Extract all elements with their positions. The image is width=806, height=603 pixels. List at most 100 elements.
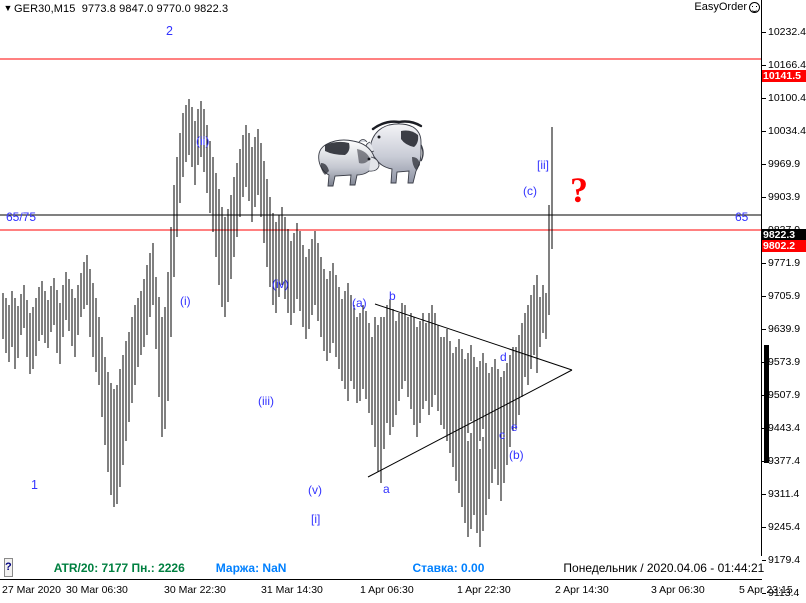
time-scale[interactable]: 27 Mar 2020 30 Mar 06:30 30 Mar 22:30 31 Ma… xyxy=(0,582,793,603)
wave-d-label: d xyxy=(500,350,507,364)
time-tick-label: 3 Apr 06:30 xyxy=(651,584,705,596)
wave-e-label: e xyxy=(511,420,518,434)
price-tick: 10100.4 xyxy=(762,92,806,104)
tick-dash-icon xyxy=(762,526,766,528)
wave-a-paren-label: (a) xyxy=(352,296,367,310)
time-tick-label: 27 Mar 2020 xyxy=(2,584,61,596)
tick-dash-icon xyxy=(762,295,766,297)
wave-2-label: 2 xyxy=(166,24,173,38)
chart-header: ▼ GER30,M15 9773.8 9847.0 9770.0 9822.3 xyxy=(0,0,806,17)
price-tick: 9377.4 xyxy=(762,455,806,467)
help-button[interactable]: ? xyxy=(4,558,13,577)
smiley-icon[interactable] xyxy=(749,1,760,13)
price-scale-range-bar[interactable] xyxy=(764,345,769,463)
time-tick-label: 5 Apr 23:15 xyxy=(739,584,793,596)
wave-b-label: b xyxy=(389,289,396,303)
price-scale[interactable]: 10232.4 10166.4 10100.4 10034.4 9969.9 9903.9… xyxy=(762,17,806,599)
price-tick: 9903.9 xyxy=(762,191,806,203)
margin-label: Маржа: NaN xyxy=(215,560,287,575)
wave-bracket-i-label: [i] xyxy=(311,512,321,526)
tick-dash-icon xyxy=(762,361,766,363)
price-tick: 9507.9 xyxy=(762,389,806,401)
bear-figure xyxy=(318,139,380,187)
price-tick: 9311.4 xyxy=(762,488,806,500)
triangle-trendlines xyxy=(367,303,573,478)
symbol-ohlc-label: GER30,M15 9773.8 9847.0 9770.0 9822.3 xyxy=(14,2,229,15)
time-tick-label: 31 Mar 14:30 xyxy=(261,584,323,596)
price-badge: 10141.5 xyxy=(762,70,806,82)
wave-c-paren-label: (c) xyxy=(523,184,537,198)
status-bar: ? ATR/20: 7177 Пн.: 2226 Маржа: NaN Став… xyxy=(0,556,765,579)
triangle-price-series xyxy=(344,299,517,483)
wave-c-label: c xyxy=(499,428,505,442)
chart-canvas xyxy=(0,58,761,547)
price-tick-label: 9311.4 xyxy=(768,488,800,500)
tick-dash-icon xyxy=(762,328,766,330)
thrust-rally-series xyxy=(518,127,553,415)
time-tick-label: 1 Apr 22:30 xyxy=(457,584,511,596)
easyorder-control[interactable]: EasyOrder xyxy=(694,1,760,13)
price-tick-label: 9969.9 xyxy=(768,158,801,170)
tick-dash-icon xyxy=(762,493,766,495)
tick-dash-icon xyxy=(762,427,766,429)
price-tick: 9443.4 xyxy=(762,422,806,434)
price-tick: 10166.4 xyxy=(762,59,806,71)
triangle-lower-trendline xyxy=(367,369,573,478)
price-tick-label: 9179.4 xyxy=(768,554,801,566)
time-tick-label: 2 Apr 14:30 xyxy=(555,584,609,596)
plot-right-border xyxy=(761,0,762,580)
price-tick-label: 10034.4 xyxy=(768,125,806,137)
price-tick: 9639.9 xyxy=(762,323,806,335)
price-tick-label: 9771.9 xyxy=(768,257,801,269)
price-tick-label: 9507.9 xyxy=(768,389,801,401)
tick-dash-icon xyxy=(762,460,766,462)
price-tick-label: 9705.9 xyxy=(768,290,801,302)
datetime-label: Понедельник / 2020.04.06 - 01:44:21 xyxy=(563,560,765,575)
triangle-upper-trendline xyxy=(374,303,573,371)
price-tick-label: 10232.4 xyxy=(768,26,806,38)
tick-dash-icon xyxy=(762,262,766,264)
tick-dash-icon xyxy=(762,592,766,594)
level-label-left: 65/75 xyxy=(6,210,37,224)
tick-dash-icon xyxy=(762,31,766,33)
wave-1-label: 1 xyxy=(31,478,38,492)
price-series xyxy=(2,99,538,547)
plot-bottom-border xyxy=(0,579,762,580)
wave-a-label: a xyxy=(383,482,390,496)
wave-v-label: (v) xyxy=(308,483,322,497)
tick-dash-icon xyxy=(762,163,766,165)
bull-figure xyxy=(365,120,424,184)
price-tick-label: 9377.4 xyxy=(768,455,801,467)
stake-label: Ставка: 0.00 xyxy=(412,560,485,575)
time-tick-label: 30 Mar 22:30 xyxy=(164,584,226,596)
price-tick-label: 10100.4 xyxy=(768,92,806,104)
price-tick-label: 9443.4 xyxy=(768,422,801,434)
wave-iii-label: (iii) xyxy=(258,394,274,408)
price-tick-label: 9639.9 xyxy=(768,323,801,335)
triangle-down-icon[interactable]: ▼ xyxy=(3,3,13,13)
tick-dash-icon xyxy=(762,64,766,66)
price-tick-label: 10166.4 xyxy=(768,59,806,71)
price-tick-label: 9245.4 xyxy=(768,521,801,533)
atr-indicator-label: ATR/20: 7177 Пн.: 2226 xyxy=(53,560,185,575)
price-badge: 9802.2 xyxy=(762,240,806,252)
wave-ii-label: (ii) xyxy=(196,134,210,148)
wave-bracket-ii-label: [ii] xyxy=(537,158,549,172)
tick-dash-icon xyxy=(762,97,766,99)
time-tick-label: 1 Apr 06:30 xyxy=(360,584,414,596)
tick-dash-icon xyxy=(762,196,766,198)
price-tick-label: 9903.9 xyxy=(768,191,801,203)
price-tick: 9179.4 xyxy=(762,554,806,566)
bull-and-bear-icon xyxy=(313,109,425,191)
price-tick-label: 9113.4 xyxy=(768,587,800,599)
level-label-right: 65 xyxy=(735,210,749,224)
chart-plot-area[interactable]: 2 1 (ii) (i) (iii) (iv) (v) [i] (a) b a c d e (b) (c) [i… xyxy=(0,17,761,554)
price-tick: 9573.9 xyxy=(762,356,806,368)
price-tick: 9245.4 xyxy=(762,521,806,533)
price-tick: 10034.4 xyxy=(762,125,806,137)
time-tick-label: 30 Mar 06:30 xyxy=(66,584,128,596)
price-tick: 9771.9 xyxy=(762,257,806,269)
wave-b-paren-label: (b) xyxy=(509,448,524,462)
wave-i-label: (i) xyxy=(180,294,191,308)
